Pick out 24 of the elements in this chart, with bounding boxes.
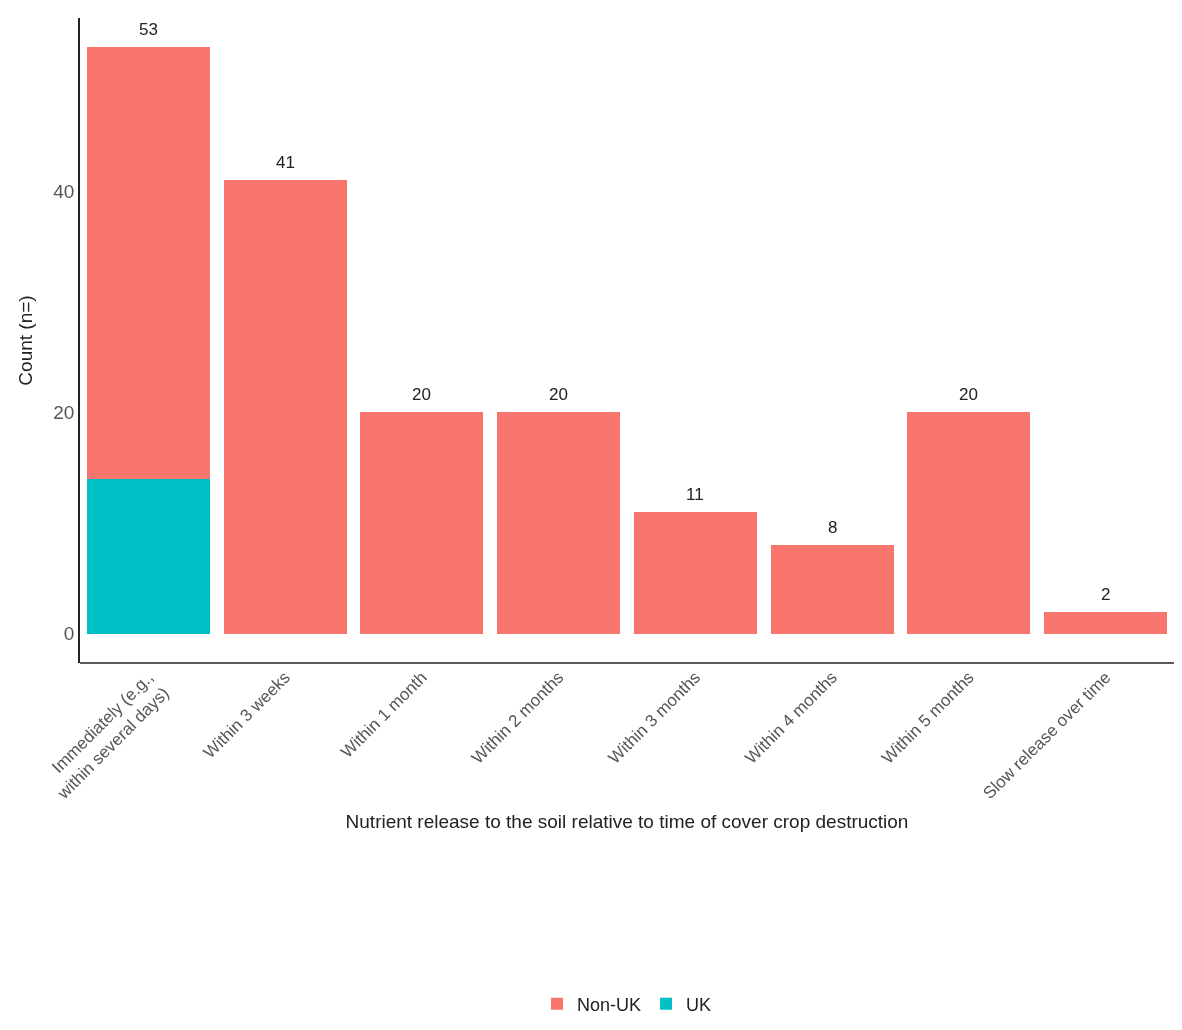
total-label: 53 [139,20,158,39]
total-label: 20 [412,385,431,404]
y-tick-label: 40 [53,180,75,202]
legend-label: UK [686,994,712,1015]
total-label: 20 [549,385,568,404]
total-label: 8 [828,518,838,537]
bar [360,412,484,634]
y-tick-label: 20 [53,402,75,424]
bar [907,412,1031,634]
bar [86,47,210,479]
total-label: 2 [1101,585,1111,604]
bar [633,511,757,634]
total-label: 20 [959,385,978,404]
total-label: 41 [276,153,295,172]
total-label: 11 [686,485,704,504]
bar [86,478,210,634]
y-tick-label: 0 [63,623,75,645]
bar [497,412,621,634]
y-axis-title: Count (n=) [14,295,36,386]
bar [1044,611,1168,634]
bar [223,180,347,634]
x-axis-title: Nutrient release to the soil relative to time of cover crop destruction [345,811,909,833]
legend-label: Non-UK [577,994,642,1015]
bar [770,545,894,634]
